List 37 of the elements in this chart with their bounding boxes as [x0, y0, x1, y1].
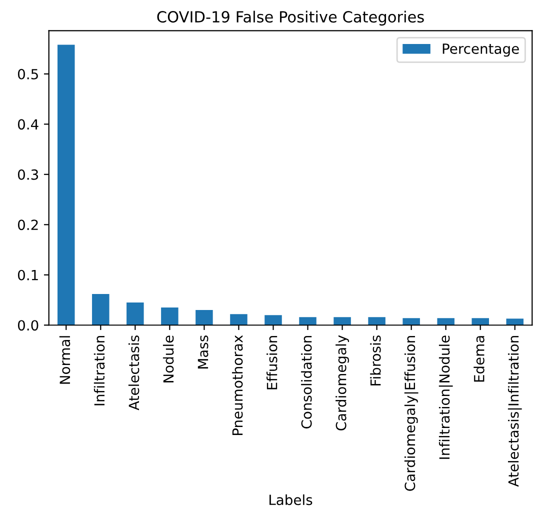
- bar: [402, 318, 420, 326]
- bar: [264, 315, 282, 326]
- x-tick-label: Infiltration: [94, 336, 105, 406]
- x-tick-label: Effusion: [266, 336, 278, 390]
- bar: [506, 318, 524, 326]
- bar: [126, 302, 144, 326]
- bar: [472, 318, 489, 326]
- y-tick-label: 0.5: [18, 68, 38, 80]
- y-tick-label: 0.0: [18, 320, 38, 331]
- y-tick-label: 0.3: [18, 169, 38, 180]
- bar: [368, 317, 386, 326]
- bar: [299, 317, 316, 326]
- x-tick-label: Normal: [59, 336, 70, 384]
- bar: [196, 310, 213, 326]
- bar: [92, 294, 110, 326]
- x-tick-label: Atelectasis|Infiltration: [508, 336, 522, 487]
- y-tick-label: 0.1: [18, 270, 38, 280]
- x-tick-label: Infiltration|Nodule: [438, 336, 453, 459]
- x-tick-label: Fibrosis: [370, 336, 381, 386]
- x-tick-label: Consolidation: [301, 336, 312, 428]
- bar: [437, 318, 454, 326]
- x-tick-label: Atelectasis: [128, 336, 140, 410]
- x-tick-label: Edema: [474, 336, 484, 382]
- x-tick-label: Mass: [198, 336, 208, 368]
- x-axis-title: Labels: [270, 494, 312, 506]
- x-tick-label: Cardiomegaly: [336, 335, 350, 430]
- x-tick-label: Nodule: [162, 336, 174, 382]
- bar: [161, 308, 178, 326]
- legend-label: Percentage: [442, 44, 519, 57]
- x-tick-label: Cardiomegaly|Effusion: [404, 336, 418, 491]
- y-tick-label: 0.2: [18, 220, 38, 230]
- bar: [58, 44, 75, 326]
- bar: [230, 314, 248, 326]
- x-tick-label: Pneumothorax: [232, 335, 243, 435]
- chart-title: COVID-19 False Positive Categories: [157, 10, 424, 26]
- bar: [334, 317, 351, 326]
- y-tick-label: 0.4: [18, 119, 38, 130]
